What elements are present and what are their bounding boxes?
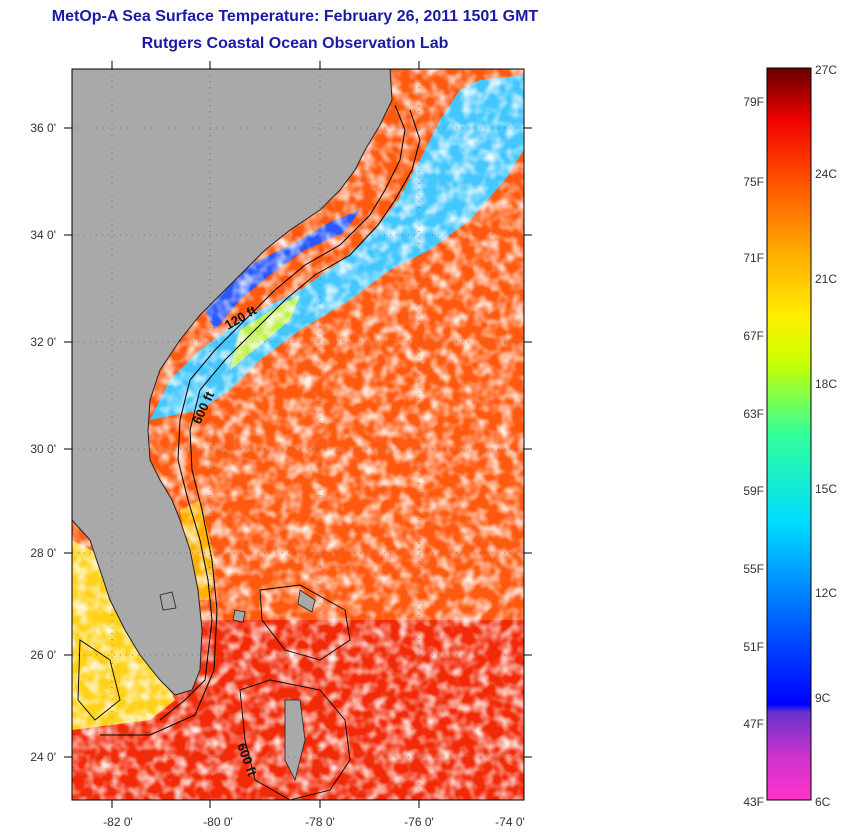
axis-ticks — [64, 61, 532, 808]
map-title: MetOp-A Sea Surface Temperature: Februar… — [51, 8, 539, 25]
colorbar-c-label: 12C — [815, 586, 837, 600]
colorbar-f-label: 51F — [743, 640, 764, 654]
colorbar-f-label: 55F — [743, 562, 764, 576]
island — [284, 699, 306, 782]
map-canvas — [72, 69, 524, 800]
map-subtitle: Rutgers Coastal Ocean Observation Lab — [141, 35, 449, 52]
island — [232, 609, 246, 623]
lat-label: 36 0' — [30, 121, 56, 135]
island — [297, 589, 316, 613]
colorbar-gradient — [766, 67, 812, 801]
land-mass — [72, 69, 393, 696]
colorbar-c-label: 24C — [815, 167, 837, 181]
colorbar-f-label: 47F — [743, 717, 764, 731]
island — [159, 591, 177, 611]
lat-label: 24 0' — [30, 750, 56, 764]
colorbar-c-label: 27C — [815, 63, 837, 77]
colorbar-c-label: 18C — [815, 377, 837, 391]
lat-label: 32 0' — [30, 335, 56, 349]
lat-label: 28 0' — [30, 546, 56, 560]
colorbar-f-label: 79F — [743, 95, 764, 109]
lon-label: -78 0' — [305, 815, 335, 829]
colorbar-f-label: 75F — [743, 175, 764, 189]
lat-label: 26 0' — [30, 648, 56, 662]
lon-label: -80 0' — [203, 815, 233, 829]
contour-600ft — [100, 109, 421, 736]
colorbar-f-label: 59F — [743, 484, 764, 498]
contour-120ft — [159, 104, 406, 721]
colorbar-f-label: 67F — [743, 329, 764, 343]
lon-label: -82 0' — [103, 815, 133, 829]
lon-label: -74 0' — [495, 815, 525, 829]
colorbar-c-label: 15C — [815, 482, 837, 496]
colorbar-c-label: 21C — [815, 272, 837, 286]
colorbar-c-label: 6C — [815, 795, 831, 809]
colorbar-f-label: 63F — [743, 407, 764, 421]
lat-label: 34 0' — [30, 228, 56, 242]
colorbar: 79F 75F 71F 67F 63F 59F 55F 51F 47F 43F … — [743, 63, 837, 809]
lon-label: -76 0' — [404, 815, 434, 829]
colorbar-c-label: 9C — [815, 691, 831, 705]
map-frame — [71, 68, 525, 801]
colorbar-f-label: 43F — [743, 795, 764, 809]
lat-label: 30 0' — [30, 442, 56, 456]
colorbar-f-label: 71F — [743, 251, 764, 265]
